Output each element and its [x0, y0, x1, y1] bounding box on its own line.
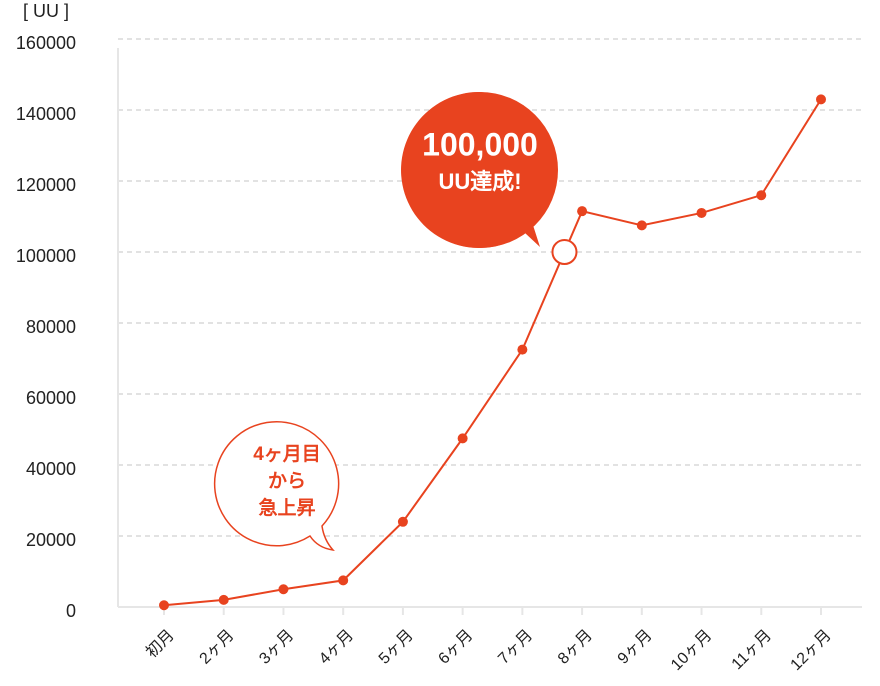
data-point [517, 344, 528, 355]
data-point [756, 190, 767, 201]
y-tick-label: 100000 [16, 246, 76, 266]
x-tick-label: 4ヶ月 [316, 627, 357, 668]
data-point [696, 207, 707, 218]
x-tick-label: 初月 [142, 626, 177, 661]
data-point [159, 600, 169, 611]
y-tick-label: 160000 [16, 33, 76, 53]
x-tick-label: 12ヶ月 [788, 627, 835, 674]
x-tick-label: 6ヶ月 [436, 627, 477, 668]
callout-text: から [268, 470, 306, 492]
callout-text: 急上昇 [258, 496, 315, 519]
y-tick-label: 0 [66, 601, 76, 621]
x-tick-label: 8ヶ月 [555, 627, 596, 668]
x-tick-label: 10ヶ月 [668, 627, 715, 674]
data-point [397, 516, 408, 527]
callout-text: 100,000 [422, 126, 538, 162]
x-tick-label: 3ヶ月 [256, 627, 297, 668]
x-tick-label: 7ヶ月 [495, 627, 536, 668]
callout-text: UU達成! [438, 169, 521, 194]
y-tick-label: 120000 [16, 175, 76, 195]
x-tick-label: 9ヶ月 [615, 627, 656, 668]
y-tick-label: 60000 [26, 388, 76, 408]
y-tick-label: 20000 [26, 530, 76, 550]
x-tick-label: 2ヶ月 [197, 627, 238, 668]
data-point [636, 220, 647, 231]
data-point [218, 594, 229, 605]
milestone-marker [551, 239, 578, 265]
data-point [278, 584, 289, 595]
x-tick-label: 5ヶ月 [376, 627, 417, 668]
y-tick-label: 40000 [26, 459, 76, 479]
y-tick-label: 140000 [16, 104, 76, 124]
data-point [816, 94, 826, 105]
callout-text: 4ヶ月目 [253, 444, 321, 465]
series-line [163, 98, 822, 607]
callout-bubble-body [402, 92, 558, 248]
x-tick-label: 11ヶ月 [729, 627, 775, 673]
data-point [457, 433, 468, 444]
y-tick-label: 80000 [26, 317, 76, 337]
data-point [338, 575, 349, 586]
callout-bubble [213, 421, 340, 552]
y-axis-label: [ UU ] [23, 1, 69, 21]
data-point [577, 206, 588, 217]
